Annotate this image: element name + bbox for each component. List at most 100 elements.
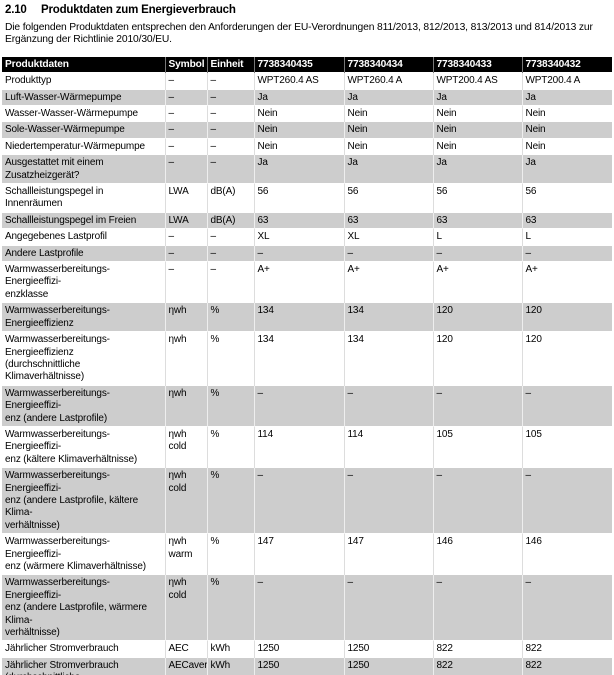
column-header: Symbol <box>164 57 207 73</box>
row-value-cell: – <box>432 244 522 262</box>
row-unit-cell: % <box>206 331 254 386</box>
row-value-cell: 134 <box>343 331 433 386</box>
table-row: Warmwasserbereitungs-Energieeffizi- enz … <box>2 533 612 575</box>
row-value-cell: A+ <box>343 261 433 303</box>
row-unit-cell: % <box>206 425 254 468</box>
row-unit-cell: – <box>206 121 254 139</box>
row-unit-cell: dB(A) <box>206 211 254 229</box>
row-symbol-cell: AECaver <box>164 656 207 675</box>
row-value-cell: – <box>253 384 344 427</box>
table-row: Warmwasserbereitungs-Energieeffizi- enz … <box>2 425 612 468</box>
row-label-cell: Produkttyp <box>2 72 165 90</box>
intro-paragraph: Die folgenden Produktdaten entsprechen d… <box>5 22 593 45</box>
row-unit-cell: – <box>206 72 254 90</box>
table-row: Warmwasserbereitungs-Energieeffizi- enz … <box>2 574 612 641</box>
table-header-row: Produktdaten Symbol Einheit 7738340435 77383… <box>2 57 612 73</box>
row-label-cell: Angegebenes Lastprofil <box>2 228 165 246</box>
row-value-cell: Nein <box>343 121 433 139</box>
row-value-cell: 147 <box>253 533 344 575</box>
row-value-cell: A+ <box>432 261 522 303</box>
row-value-cell: 147 <box>343 533 433 575</box>
row-value-cell: 822 <box>432 656 522 675</box>
row-value-cell: 134 <box>343 302 433 332</box>
row-value-cell: 1250 <box>253 640 344 658</box>
row-label-cell: Jährlicher Stromverbrauch <box>2 640 165 658</box>
column-header: 7738340434 <box>343 57 433 73</box>
row-unit-cell: % <box>206 384 254 427</box>
row-value-cell: 63 <box>432 211 522 229</box>
row-value-cell: 114 <box>343 425 433 468</box>
table-row: Warmwasserbereitungs-Energieeffizi- enzk… <box>2 261 612 303</box>
row-value-cell: Ja <box>432 154 522 184</box>
row-unit-cell: % <box>206 467 254 534</box>
row-label-cell: Sole-Wasser-Wärmepumpe <box>2 121 165 139</box>
row-value-cell: – <box>432 384 522 427</box>
row-symbol-cell: ηwh cold <box>164 574 207 641</box>
row-symbol-cell: – <box>164 72 207 90</box>
row-value-cell: 1250 <box>343 640 433 658</box>
row-label-cell: Warmwasserbereitungs-Energieeffizi- enzk… <box>2 261 165 303</box>
row-value-cell: 822 <box>432 640 522 658</box>
row-value-cell: Nein <box>432 121 522 139</box>
row-label-cell: Luft-Wasser-Wärmepumpe <box>2 88 165 106</box>
row-symbol-cell: – <box>164 228 207 246</box>
row-value-cell: WPT200.4 A <box>521 72 612 90</box>
row-unit-cell: – <box>206 104 254 122</box>
row-symbol-cell: – <box>164 137 207 155</box>
row-value-cell: – <box>521 574 612 641</box>
row-value-cell: 120 <box>432 302 522 332</box>
table-row: Jährlicher Stromverbrauch AEC kWh 1250 1… <box>2 640 612 658</box>
row-unit-cell: – <box>206 244 254 262</box>
row-value-cell: 63 <box>521 211 612 229</box>
row-label-cell: Warmwasserbereitungs-Energieeffizi- enz … <box>2 425 165 468</box>
row-value-cell: Nein <box>343 137 433 155</box>
page-title: Produktdaten zum Energieverbrauch <box>41 4 236 16</box>
row-label-cell: Warmwasserbereitungs-Energieeffizienz <box>2 302 165 332</box>
row-label-cell: Jährlicher Stromverbrauch (durchschnittl… <box>2 656 165 675</box>
row-symbol-cell: ηwh warm <box>164 533 207 575</box>
row-value-cell: XL <box>343 228 433 246</box>
row-value-cell: 120 <box>521 331 612 386</box>
row-value-cell: L <box>432 228 522 246</box>
row-unit-cell: % <box>206 302 254 332</box>
row-value-cell: 822 <box>521 656 612 675</box>
section-number: 2.10 <box>5 4 27 16</box>
row-symbol-cell: ηwh <box>164 302 207 332</box>
row-symbol-cell: – <box>164 121 207 139</box>
row-value-cell: – <box>343 384 433 427</box>
row-symbol-cell: LWA <box>164 211 207 229</box>
row-unit-cell: – <box>206 154 254 184</box>
row-symbol-cell: – <box>164 154 207 184</box>
table-body: Produkttyp – – WPT260.4 AS WPT260.4 A WP… <box>2 72 612 675</box>
row-value-cell: Nein <box>521 137 612 155</box>
row-label-cell: Warmwasserbereitungs-Energieeffizi- enz … <box>2 533 165 575</box>
table-row: Jährlicher Stromverbrauch (durchschnittl… <box>2 656 612 675</box>
row-symbol-cell: ηwh <box>164 384 207 427</box>
row-value-cell: 120 <box>521 302 612 332</box>
row-label-cell: Warmwasserbereitungs-Energieeffizienz (d… <box>2 331 165 386</box>
row-value-cell: 146 <box>521 533 612 575</box>
row-value-cell: Ja <box>343 154 433 184</box>
row-symbol-cell: LWA <box>164 183 207 213</box>
table-row: Wasser-Wasser-Wärmepumpe – – Nein Nein N… <box>2 104 612 122</box>
row-value-cell: 146 <box>432 533 522 575</box>
row-label-cell: Warmwasserbereitungs-Energieeffizi- enz … <box>2 384 165 427</box>
table-row: Warmwasserbereitungs-Energieeffizi- enz … <box>2 384 612 427</box>
row-unit-cell: – <box>206 261 254 303</box>
table-row: Sole-Wasser-Wärmepumpe – – Nein Nein Nei… <box>2 121 612 139</box>
table-row: Angegebenes Lastprofil – – XL XL L L <box>2 228 612 246</box>
row-symbol-cell: – <box>164 88 207 106</box>
row-value-cell: 1250 <box>343 656 433 675</box>
row-value-cell: 56 <box>521 183 612 213</box>
table-header: Produktdaten Symbol Einheit 7738340435 77383… <box>2 57 612 73</box>
row-value-cell: Ja <box>432 88 522 106</box>
row-value-cell: 63 <box>343 211 433 229</box>
row-value-cell: – <box>521 244 612 262</box>
row-value-cell: – <box>521 384 612 427</box>
table-row: Niedertemperatur-Wärmepumpe – – Nein Nei… <box>2 137 612 155</box>
row-value-cell: 105 <box>432 425 522 468</box>
row-symbol-cell: – <box>164 244 207 262</box>
row-label-cell: Warmwasserbereitungs-Energieeffizi- enz … <box>2 467 165 534</box>
column-header: Einheit <box>206 57 254 73</box>
row-value-cell: Nein <box>432 137 522 155</box>
